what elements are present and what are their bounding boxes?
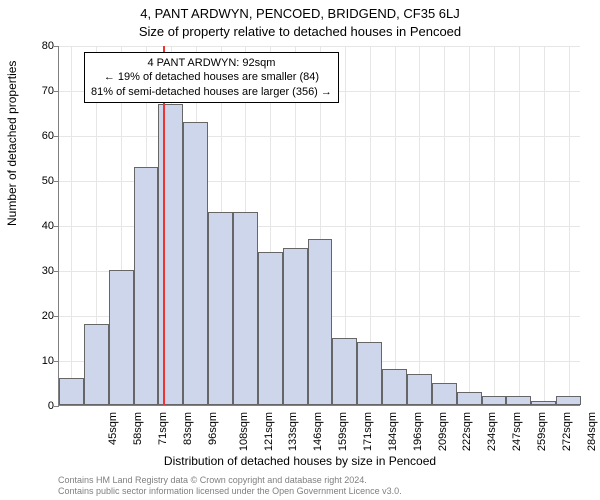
xtick-label: 121sqm bbox=[263, 412, 275, 451]
histogram-bar bbox=[59, 378, 84, 405]
xtick-label: 222sqm bbox=[462, 412, 474, 451]
xtick-label: 108sqm bbox=[238, 412, 250, 451]
gridline-v bbox=[519, 46, 520, 405]
ytick-mark bbox=[54, 271, 59, 272]
histogram-bar bbox=[556, 396, 581, 405]
ytick-label: 30 bbox=[14, 265, 54, 277]
xtick-label: 171sqm bbox=[362, 412, 374, 451]
ytick-label: 40 bbox=[14, 220, 54, 232]
xtick-label: 71sqm bbox=[157, 412, 169, 445]
xtick-label: 272sqm bbox=[561, 412, 573, 451]
ytick-label: 70 bbox=[14, 85, 54, 97]
xtick-label: 209sqm bbox=[437, 412, 449, 451]
histogram-bar bbox=[382, 369, 407, 405]
histogram-bar bbox=[308, 239, 333, 406]
ytick-label: 50 bbox=[14, 175, 54, 187]
ytick-mark bbox=[54, 181, 59, 182]
histogram-bar bbox=[158, 104, 183, 406]
xtick-label: 196sqm bbox=[412, 412, 424, 451]
ytick-mark bbox=[54, 361, 59, 362]
xtick-label: 45sqm bbox=[107, 412, 119, 445]
xtick-label: 96sqm bbox=[207, 412, 219, 445]
xtick-label: 58sqm bbox=[132, 412, 144, 445]
ytick-label: 60 bbox=[14, 130, 54, 142]
xtick-label: 184sqm bbox=[387, 412, 399, 451]
histogram-bar bbox=[332, 338, 357, 406]
histogram-bar bbox=[134, 167, 159, 406]
xtick-label: 159sqm bbox=[337, 412, 349, 451]
histogram-bar bbox=[183, 122, 208, 406]
xtick-label: 146sqm bbox=[312, 412, 324, 451]
ytick-label: 0 bbox=[14, 400, 54, 412]
xtick-label: 284sqm bbox=[586, 412, 598, 451]
ytick-mark bbox=[54, 91, 59, 92]
histogram-bar bbox=[258, 252, 283, 405]
xtick-label: 234sqm bbox=[486, 412, 498, 451]
ytick-mark bbox=[54, 136, 59, 137]
gridline-v bbox=[71, 46, 72, 405]
chart-title-line2: Size of property relative to detached ho… bbox=[0, 24, 600, 39]
x-axis-label: Distribution of detached houses by size … bbox=[0, 454, 600, 468]
gridline-v bbox=[544, 46, 545, 405]
histogram-bar bbox=[208, 212, 233, 406]
annotation-line: 81% of semi-detached houses are larger (… bbox=[91, 85, 332, 99]
gridline-v bbox=[419, 46, 420, 405]
annotation-line: 4 PANT ARDWYN: 92sqm bbox=[91, 56, 332, 70]
ytick-mark bbox=[54, 226, 59, 227]
footer-attribution-2: Contains public sector information licen… bbox=[58, 486, 402, 496]
ytick-label: 80 bbox=[14, 40, 54, 52]
histogram-bar bbox=[432, 383, 457, 406]
histogram-bar bbox=[482, 396, 507, 405]
gridline-v bbox=[395, 46, 396, 405]
footer-attribution-1: Contains HM Land Registry data © Crown c… bbox=[58, 475, 367, 485]
annotation-line: ← 19% of detached houses are smaller (84… bbox=[91, 70, 332, 84]
xtick-label: 133sqm bbox=[288, 412, 300, 451]
histogram-bar bbox=[109, 270, 134, 405]
ytick-mark bbox=[54, 406, 59, 407]
histogram-bar bbox=[407, 374, 432, 406]
ytick-label: 20 bbox=[14, 310, 54, 322]
histogram-bar bbox=[357, 342, 382, 405]
histogram-bar bbox=[506, 396, 531, 405]
ytick-label: 10 bbox=[14, 355, 54, 367]
gridline-v bbox=[494, 46, 495, 405]
xtick-label: 83sqm bbox=[182, 412, 194, 445]
ytick-mark bbox=[54, 316, 59, 317]
histogram-bar bbox=[531, 401, 556, 406]
xtick-label: 259sqm bbox=[536, 412, 548, 451]
histogram-bar bbox=[283, 248, 308, 406]
chart-title-line1: 4, PANT ARDWYN, PENCOED, BRIDGEND, CF35 … bbox=[0, 6, 600, 21]
xtick-label: 247sqm bbox=[511, 412, 523, 451]
histogram-bar bbox=[457, 392, 482, 406]
histogram-bar bbox=[84, 324, 109, 405]
gridline-v bbox=[444, 46, 445, 405]
ytick-mark bbox=[54, 46, 59, 47]
gridline-v bbox=[569, 46, 570, 405]
histogram-bar bbox=[233, 212, 258, 406]
gridline-v bbox=[469, 46, 470, 405]
annotation-box: 4 PANT ARDWYN: 92sqm← 19% of detached ho… bbox=[84, 52, 339, 103]
